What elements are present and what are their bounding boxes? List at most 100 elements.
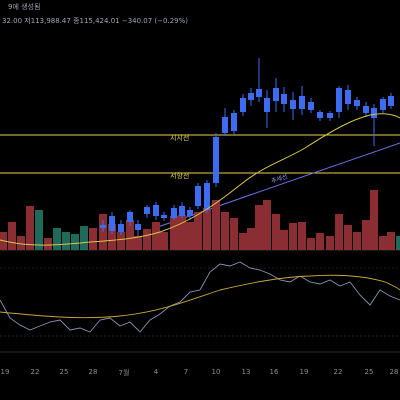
candle-body[interactable] [179,206,185,216]
x-axis-tick: 19 [0,368,10,376]
volume-bar [143,229,151,250]
volume-bar [152,222,160,250]
candle-body[interactable] [127,212,133,222]
volume-bar [203,208,211,250]
volume-bar [108,224,116,250]
candle-body[interactable] [240,98,246,112]
volume-bar [170,216,178,250]
volume-bar [89,228,97,250]
candle-body[interactable] [299,96,305,109]
volume-bar [212,200,220,250]
candle-body[interactable] [222,117,228,133]
volume-bar [178,215,186,250]
volume-bar [117,232,125,250]
header-low-label: 저 [24,17,31,25]
candle-body[interactable] [264,98,270,112]
candle-body[interactable] [204,183,210,210]
volume-bar [326,236,334,250]
candle-body[interactable] [231,113,237,131]
oscillator-line [0,261,400,333]
volume-bar [134,236,142,250]
moving-average-line [0,113,400,246]
candle-body[interactable] [327,113,333,118]
volume-bar [263,200,271,250]
header-prev-value: 32.00 [2,17,23,25]
header-ohlc: 32.00 저113,988.47 종115,424.01 −340.07 (−… [2,16,188,26]
volume-bar [8,222,16,250]
x-axis-tick: 28 [389,368,399,376]
candle-body[interactable] [248,93,254,100]
x-axis: 19 22 25 28 7월 4 7 10 13 16 19 22 25 28 [0,368,400,382]
x-axis-tick: 28 [88,368,98,376]
volume-bar [35,210,43,250]
candle-body[interactable] [281,94,287,104]
x-axis-tick: 4 [153,368,159,376]
candle-body[interactable] [317,112,323,118]
volume-bar [221,212,229,250]
candle-body[interactable] [363,106,369,113]
volume-bar [194,212,202,250]
header-close-label: 종 [73,17,80,25]
volume-bar [26,206,34,250]
volume-bar [362,220,370,250]
x-axis-tick: 22 [333,368,343,376]
volume-bar [298,222,306,250]
volume-bar [17,236,25,250]
volume-bar [239,233,247,250]
volume-bar [62,232,70,250]
volume-bar [353,232,361,250]
resistance-label: 저항선 [170,171,189,180]
volume-bar [335,214,343,250]
candle-body[interactable] [187,210,193,216]
candles [100,58,394,236]
candle-body[interactable] [144,207,150,214]
candle-body[interactable] [308,102,314,110]
candle-body[interactable] [109,216,115,231]
volume-bar [316,233,324,250]
volume-bar [307,238,315,250]
candle-body[interactable] [380,99,386,110]
candle-body[interactable] [153,205,159,216]
volume-bar [280,230,288,250]
candle-body[interactable] [336,88,342,112]
volume-bar [230,218,238,250]
price-chart[interactable]: 지지선 저항선 추세선 [0,0,400,368]
volume-bar [53,228,61,250]
oscillator-signal-line [0,274,400,319]
candle-body[interactable] [161,215,167,218]
volume-bar [396,236,400,250]
candle-body[interactable] [195,186,201,206]
support-label: 지지선 [170,133,189,142]
chart-header: 9에 생성됨 32.00 저113,988.47 종115,424.01 −34… [0,0,400,36]
volume-bar [44,238,52,250]
header-created: 9에 생성됨 [8,3,41,11]
candle-body[interactable] [171,208,177,218]
volume-bar [186,222,194,250]
x-axis-tick: 7월 [118,369,130,377]
x-axis-tick: 25 [59,368,69,376]
candle-body[interactable] [354,100,360,106]
volume-bar [71,234,79,250]
candle-body[interactable] [371,108,377,118]
volume-bar [247,228,255,250]
candle-body[interactable] [290,100,296,109]
candle-body[interactable] [213,137,219,183]
candle-body[interactable] [135,224,141,230]
candle-body[interactable] [273,88,279,101]
candle-body[interactable] [256,89,262,97]
volume-bar [80,226,88,250]
volume-bar [126,220,134,250]
candle-body[interactable] [345,90,351,104]
volume-bar [289,223,297,250]
volume-bar [344,225,352,250]
candle-body[interactable] [118,224,124,232]
header-low-value: 113,988.47 [30,17,71,25]
x-axis-tick: 7 [183,368,189,376]
header-change: −340.07 (−0.29%) [121,17,188,25]
x-axis-tick: 22 [30,368,40,376]
volume-bar [379,236,387,250]
volume-bar [370,190,378,250]
x-axis-tick: 10 [211,368,221,376]
candle-body[interactable] [388,96,394,106]
candle-body[interactable] [100,225,106,228]
